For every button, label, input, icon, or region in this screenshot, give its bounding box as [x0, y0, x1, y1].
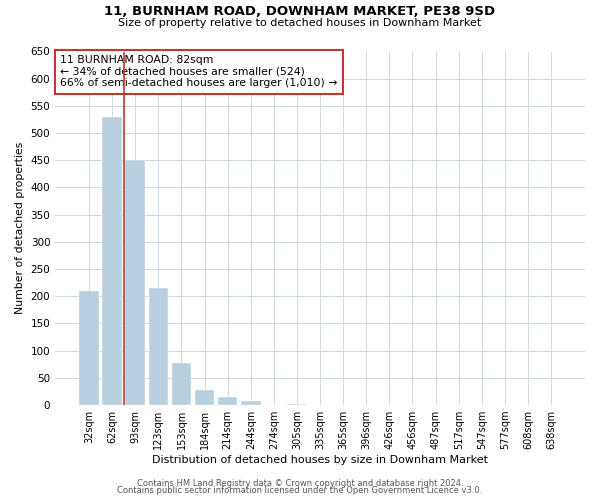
X-axis label: Distribution of detached houses by size in Downham Market: Distribution of detached houses by size …: [152, 455, 488, 465]
Bar: [149, 288, 168, 405]
Bar: [79, 291, 99, 405]
Text: Size of property relative to detached houses in Downham Market: Size of property relative to detached ho…: [118, 18, 482, 28]
Bar: [426, 404, 445, 405]
Bar: [287, 404, 307, 405]
Text: 11, BURNHAM ROAD, DOWNHAM MARKET, PE38 9SD: 11, BURNHAM ROAD, DOWNHAM MARKET, PE38 9…: [104, 5, 496, 18]
Bar: [541, 404, 561, 405]
Bar: [172, 362, 191, 405]
Bar: [195, 390, 214, 405]
Text: 11 BURNHAM ROAD: 82sqm
← 34% of detached houses are smaller (524)
66% of semi-de: 11 BURNHAM ROAD: 82sqm ← 34% of detached…: [61, 55, 338, 88]
Bar: [125, 160, 145, 405]
Bar: [518, 404, 538, 405]
Bar: [218, 397, 238, 405]
Y-axis label: Number of detached properties: Number of detached properties: [15, 142, 25, 314]
Text: Contains public sector information licensed under the Open Government Licence v3: Contains public sector information licen…: [118, 486, 482, 495]
Text: Contains HM Land Registry data © Crown copyright and database right 2024.: Contains HM Land Registry data © Crown c…: [137, 478, 463, 488]
Bar: [241, 400, 260, 405]
Bar: [356, 404, 376, 405]
Bar: [103, 117, 122, 405]
